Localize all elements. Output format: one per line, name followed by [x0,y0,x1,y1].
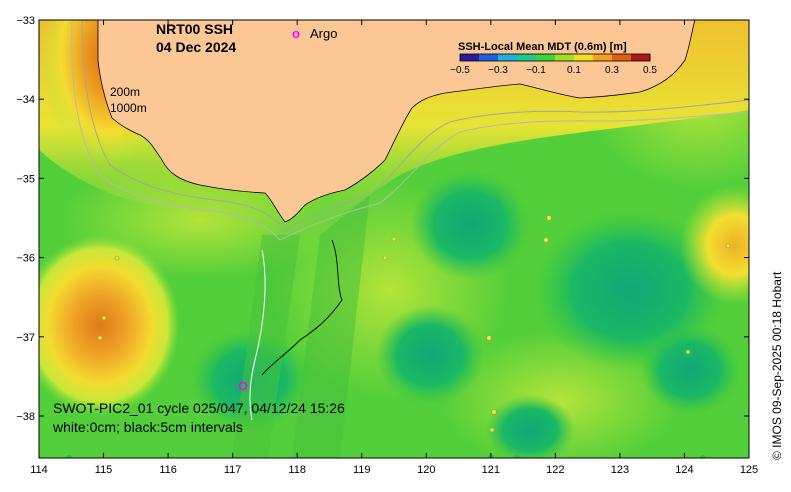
colorbar-segment [612,54,632,61]
swot-swath-west [232,235,300,458]
y-tick-label: −33 [16,15,35,27]
contour-200m [81,20,749,231]
colorbar-tick-label: 0.5 [643,65,657,76]
colorbar-segment [574,54,594,61]
x-tick-label: 114 [30,464,48,476]
colorbar-segment [593,54,613,61]
map-plot-area [39,20,749,458]
cool-eddy-south [375,305,485,405]
colorbar-tick-label: −0.1 [526,65,546,76]
argo-legend-label: Argo [310,26,337,41]
colorbar-segment [517,54,537,61]
track-dot [66,455,72,458]
float-dot [685,349,691,355]
contour-0cm-white [249,249,266,421]
x-tick-label: 118 [288,464,306,476]
float-dot [391,236,397,242]
x-tick-label: 120 [417,464,435,476]
float-dots [97,215,731,433]
x-tick-label: 116 [159,464,177,476]
x-tick-label: 115 [95,464,113,476]
plot-frame [38,19,750,459]
colorbar-tick-label: −0.3 [488,65,508,76]
float-dot [543,237,549,243]
swot-swath-east [292,195,370,458]
x-tick-label: 119 [353,464,371,476]
float-dot [382,255,388,261]
colorbar-segment [631,54,651,61]
float-dot [97,335,103,341]
x-tick-label: 122 [546,464,564,476]
x-tick-label: 125 [740,464,758,476]
x-tick-label: 124 [675,464,693,476]
contour-5cm-black [261,239,343,376]
contour-1000m [71,20,749,241]
track-dot [700,455,706,458]
float-dot [101,315,107,321]
argo-legend-symbol: o [292,26,300,41]
imos-credit: © IMOS 09-Sep-2025 00:18 Hobart [770,271,784,460]
float-dot [486,335,492,341]
colorbar-title: SSH-Local Mean MDT (0.6m) [m] [458,41,627,53]
colorbar-tick-label: 0.3 [605,65,619,76]
x-axis: 114 115 116 117 118 119 120 121 122 123 124 125 [30,20,758,476]
y-tick-label: −36 [16,253,35,265]
y-tick-label: −35 [16,173,35,185]
colorbar-segment [479,54,499,61]
map-title-product: NRT00 SSH [156,21,233,37]
colorbar: −0.5 −0.3 −0.1 0.1 0.3 0.5 [450,53,657,76]
colorbar-segment [498,54,518,61]
swot-info-line2: white:0cm; black:5cm intervals [52,419,243,435]
float-dot [114,255,120,261]
y-tick-label: −38 [16,411,35,423]
colorbar-tick-label: −0.5 [450,65,470,76]
colorbar-frame [459,53,651,62]
cool-eddy-central [410,170,530,280]
y-tick-label: −34 [16,94,35,106]
depth-label-200m: 200m [110,85,140,99]
map-title-date: 04 Dec 2024 [156,39,236,55]
x-tick-label: 121 [482,464,500,476]
y-axis: −33 −34 −35 −36 −37 −38 [16,15,749,423]
track-dot [514,455,520,458]
depth-label-1000m: 1000m [110,101,147,115]
y-tick-label: −37 [16,332,35,344]
colorbar-segment [460,54,480,61]
cool-eddy-bottom [485,395,575,458]
x-tick-label: 123 [611,464,629,476]
argo-float-marker [238,381,248,391]
swot-info-line1: SWOT-PIC2_01 cycle 025/047, 04/12/24 15:… [53,400,345,416]
colorbar-tick-label: 0.1 [567,65,581,76]
colorbar-segment [555,54,575,61]
warm-eddy-west [39,235,180,415]
cool-eddy-southeast [640,325,740,415]
x-tick-label: 117 [224,464,242,476]
colorbar-segment [536,54,556,61]
float-dot [546,215,552,221]
land-mass [97,20,696,223]
warm-eddy-east [680,185,749,305]
float-dot [489,427,495,433]
float-dot [725,243,731,249]
float-dot [491,409,497,415]
